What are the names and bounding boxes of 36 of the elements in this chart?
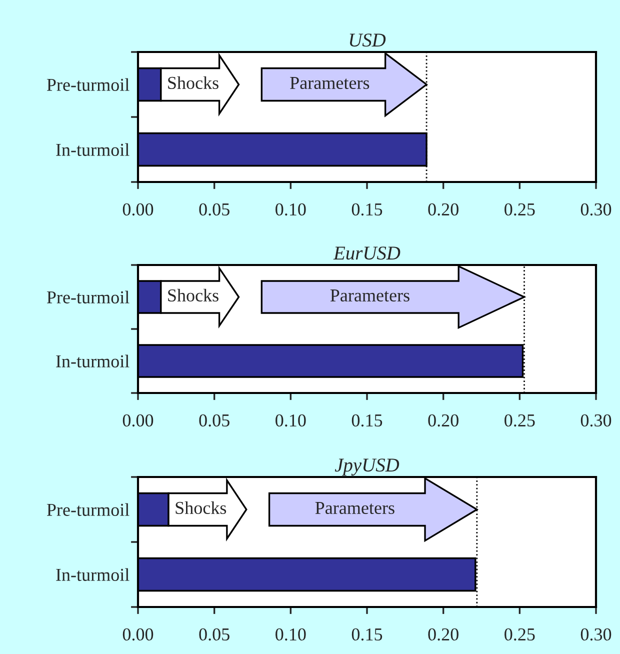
x-tick-label: 0.00	[122, 628, 154, 641]
chart-title: USD	[350, 34, 386, 47]
x-tick-label: 0.25	[504, 628, 535, 641]
annotation: Shocks	[168, 288, 218, 302]
annotation: Parameters	[330, 290, 410, 302]
x-tick-label: 0.20	[428, 414, 458, 427]
x-tick-label: 0.05	[199, 203, 230, 216]
x-tick-label: 0.00	[122, 203, 154, 216]
x-tick-label: 0.15	[352, 414, 382, 427]
chart-title: JpyUSD	[334, 458, 400, 476]
x-tick-label: 0.25	[504, 414, 535, 427]
x-tick-label: 0.00	[122, 414, 154, 427]
x-tick-label: 0.30	[580, 414, 612, 427]
annotation: Parameters	[315, 502, 394, 514]
x-tick-label: 0.30	[580, 203, 612, 216]
x-tick-label: 0.10	[276, 203, 306, 216]
x-tick-label: 0.15	[352, 203, 382, 216]
annotation: Parameters	[290, 77, 370, 90]
y-tick-label: Pre-turmoil	[46, 503, 130, 516]
x-tick-label: 0.10	[276, 414, 306, 427]
x-tick-label: 0.15	[352, 628, 382, 641]
x-tick-label: 0.10	[276, 628, 306, 641]
x-tick-label: 0.05	[199, 414, 230, 427]
x-tick-label: 0.20	[428, 628, 458, 641]
annotation: Shocks	[176, 501, 226, 514]
y-tick-label: In-turmoil	[56, 143, 130, 156]
chart-title: EurUSD	[333, 246, 400, 260]
x-tick-label: 0.20	[428, 203, 458, 216]
y-tick-label: Pre-turmoil	[46, 290, 130, 304]
y-tick-label: In-turmoil	[56, 354, 130, 368]
annotation: Shocks	[168, 76, 218, 90]
y-tick-label: Pre-turmoil	[46, 78, 130, 91]
x-tick-label: 0.30	[580, 628, 612, 641]
x-tick-label: 0.25	[504, 203, 535, 216]
y-tick-label: In-turmoil	[56, 568, 130, 581]
x-tick-label: 0.05	[199, 628, 230, 641]
